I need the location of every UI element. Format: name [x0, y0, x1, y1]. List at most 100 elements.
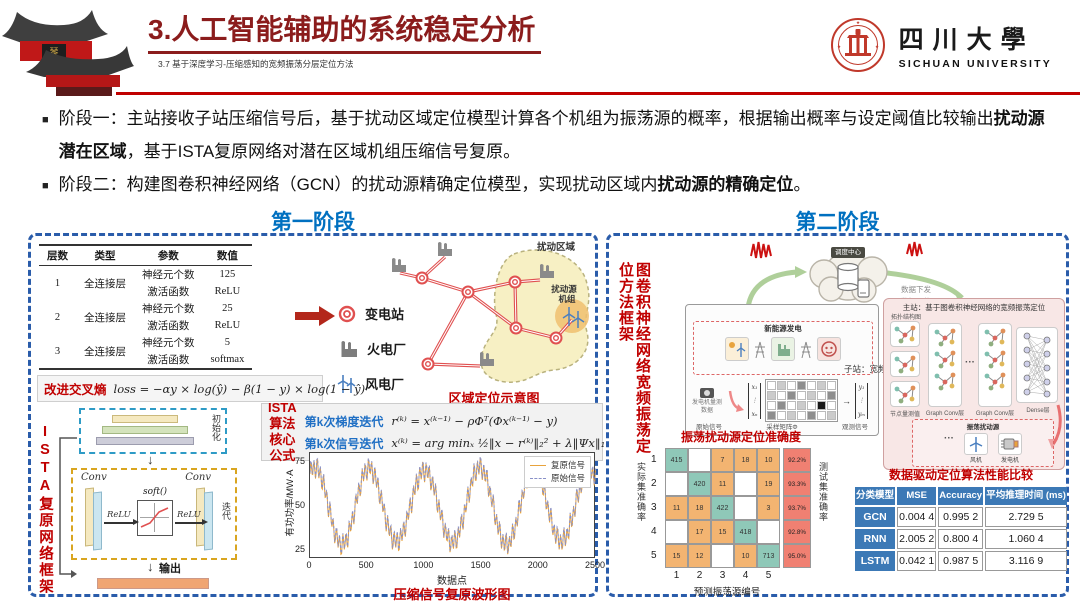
- heatmap-cell: [711, 544, 734, 568]
- perf-model-cell: RNN: [855, 528, 896, 549]
- iteration-box: Conv Conv soft() ReLU ReLU: [71, 468, 237, 560]
- university-seal-icon: ★ ★ ★: [830, 18, 885, 72]
- map-legend: 变电站 火电厂 风电厂: [337, 296, 406, 401]
- topology-label: 拓扑结构图: [890, 315, 921, 321]
- heatmap-col-label: 2: [696, 570, 703, 581]
- legend-item-wind: 风电厂: [337, 366, 406, 401]
- svg-text:扰动源: 扰动源: [551, 284, 577, 294]
- graph-conv-tile: [978, 323, 1012, 407]
- matrix-cell: [817, 391, 826, 400]
- university-name-cn: 四川大學: [898, 25, 1035, 54]
- matrix-cell: [827, 391, 836, 400]
- wind-turbine-icon: [969, 437, 983, 452]
- heatmap-cell: 15: [665, 544, 688, 568]
- sampling-matrix: [765, 379, 838, 422]
- ellipsis: ···: [965, 357, 975, 368]
- generator-icon: [1001, 438, 1019, 450]
- nn-header-cell: 数值: [202, 245, 253, 266]
- pmu-device: 发电机量测 数据: [690, 386, 724, 416]
- nn-table-header-row: 层数 类型 参数 数值: [39, 245, 253, 266]
- nn-cell: 激活函数: [147, 287, 190, 298]
- upload-arrow-icon: [795, 266, 807, 278]
- iteration-label: 迭代: [221, 502, 231, 520]
- conv-label-left: Conv: [81, 472, 107, 483]
- legend-item-substation: 变电站: [337, 296, 406, 331]
- waveform-xtick: 2500: [584, 560, 606, 570]
- waveform-xtick: 1500: [470, 560, 491, 570]
- matrix-cell: [767, 391, 776, 400]
- area-label: 扰动区域: [537, 241, 576, 253]
- heatmap-block: 振荡扰动源定位准确度 实际集准确率 测试集准确率 1 415 7 18 10 92.2% 2 42…: [635, 428, 851, 598]
- matrix-cell: [827, 401, 836, 410]
- nn-group-cell: 全连接层: [84, 346, 126, 358]
- result-label: 振荡扰动源: [966, 424, 1000, 431]
- performance-block: 数据驱动定位算法性能比较 分类模型 MSE Accuracy 平均推理时间 (ms) …: [853, 466, 1069, 573]
- heatmap-cell: 420: [688, 472, 711, 496]
- matrix-cell: [807, 401, 816, 410]
- original-signal-swatch: [529, 477, 546, 479]
- waveform-xtick: 2000: [527, 560, 548, 570]
- compressed-sampling-row: 发电机量测 数据 x₁ ⋮ xₙ → y₁ ⋮ yₘ: [690, 379, 874, 422]
- output-label: 输出: [159, 563, 181, 575]
- heatmap-row-label: 4: [651, 526, 657, 537]
- waveform-plot-area: 复原信号 原始信号: [309, 452, 596, 558]
- waveform-ytick: 50: [294, 500, 305, 510]
- heatmap-accuracy-cell: 93.7%: [783, 496, 811, 520]
- heatmap-cell: [757, 520, 780, 544]
- heatmap-col-label: 5: [765, 570, 772, 581]
- matrix-cell: [807, 381, 816, 390]
- soft-threshold-curve-icon: [140, 503, 169, 532]
- heatmap-cell: [688, 448, 711, 472]
- heatmap-cell: 11: [665, 496, 688, 520]
- heatmap-cell: [734, 472, 757, 496]
- renewable-tile: [725, 337, 749, 361]
- nn-cell: ReLU: [214, 286, 241, 297]
- plant-tile: [771, 337, 795, 361]
- nn-cell: 125: [219, 269, 236, 280]
- perf-header-cell: Accuracy: [938, 487, 984, 505]
- legend-entry: 复原信号: [550, 460, 585, 470]
- master-station-box: 主站：基于图卷积神经网络的宽频振荡定位 拓扑结构图 节点量测值 ··· Grap…: [883, 298, 1065, 470]
- perf-cell: 0.042 1: [897, 550, 937, 571]
- graph-conv-label: Graph Conv层: [975, 411, 1015, 417]
- layer-bar: [112, 415, 178, 423]
- matrix-cell: [777, 381, 786, 390]
- soft-threshold-label: soft(): [142, 487, 167, 497]
- ista-formula-title: ISTA算法 核心公式: [268, 399, 297, 464]
- waveform-chart: 有功功率/MW·A 复原信号 原始信号 数据点 压缩信号复原波形图 25 50 75…: [271, 448, 605, 602]
- nn-cell: ReLU: [214, 320, 241, 331]
- gradient-iteration-row: 第k次梯度迭代 r⁽ᵏ⁾ = x⁽ᵏ⁻¹⁾ − ρΦᵀ(Φx⁽ᵏ⁻¹⁾ − y): [304, 414, 558, 429]
- recurrence-loop-line: [59, 437, 77, 578]
- ista-formula-box: ISTA算法 核心公式 第k次梯度迭代 r⁽ᵏ⁾ = x⁽ᵏ⁻¹⁾ − ρΦᵀ(…: [261, 400, 605, 463]
- graph-conv-label: Graph Conv层: [925, 411, 965, 417]
- region-localization-map: 扰动区域 扰动源 机组: [390, 241, 590, 383]
- terminal-device-icon: [857, 279, 870, 298]
- transmission-tower-icon: [755, 341, 765, 358]
- nn-group-cell: 2: [54, 311, 61, 323]
- heatmap-row-label: 3: [651, 502, 657, 513]
- heatmap-cell: 418: [734, 520, 757, 544]
- heatmap-accuracy-cell: 95.0%: [783, 544, 811, 568]
- nn-table-row: 2 全连接层 神经元个数 25: [39, 300, 252, 324]
- layer-bar: [102, 426, 188, 434]
- down-arrow-icon: ↓: [147, 559, 154, 574]
- nn-parameter-table: 层数 类型 参数 数值 1 全连接层 神经元个数 125 激活函数 ReLU 2 全连接层 神经元个数…: [39, 244, 253, 370]
- page-title: 3.人工智能辅助的系统稳定分析: [148, 8, 542, 54]
- conv-label-right: Conv: [185, 472, 211, 483]
- heatmap-accuracy-cell: 92.2%: [783, 448, 811, 472]
- legend-label: 火电厂: [367, 342, 407, 357]
- sampling-labels: 原始信号 采样矩阵Φ 观测信号: [696, 424, 868, 431]
- soft-threshold-box: [137, 500, 173, 536]
- heatmap-row-label: 5: [651, 550, 657, 561]
- wind-unit: 风机: [964, 433, 988, 464]
- nn-cell: 激活函数: [147, 355, 190, 366]
- nn-cell: 激活函数: [147, 321, 190, 332]
- perf-cell: 1.060 4: [985, 528, 1067, 549]
- performance-table: 分类模型 MSE Accuracy 平均推理时间 (ms) GCN 0.004 4 0.9…: [853, 485, 1069, 573]
- cross-entropy-box: 改进交叉熵 loss = −αy × log(ŷ) − β(1 − y) × l…: [37, 375, 365, 402]
- matrix-cell: [817, 411, 826, 420]
- perf-cell: 2.005 2: [897, 528, 937, 549]
- wind-turbine-marker: [562, 307, 585, 328]
- matrix-cell: [817, 401, 826, 410]
